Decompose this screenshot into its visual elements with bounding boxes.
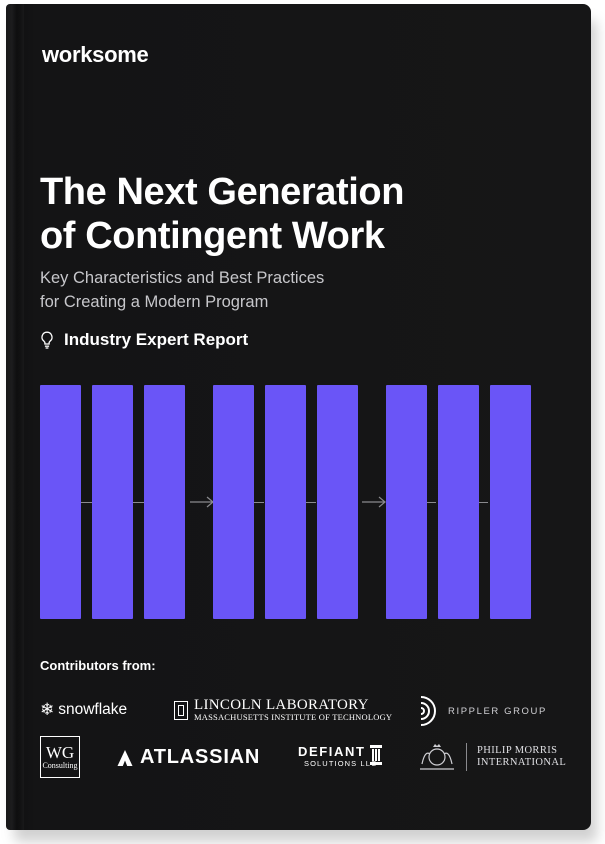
spine — [6, 4, 24, 830]
purple-bar — [317, 385, 358, 619]
report-type-badge: Industry Expert Report — [40, 330, 248, 350]
subtitle: Key Characteristics and Best Practices f… — [40, 266, 324, 314]
defiant-column-icon — [370, 745, 382, 765]
rippler-group-logo: RIPPLER GROUP — [418, 694, 547, 728]
rippler-wordmark: RIPPLER GROUP — [448, 705, 547, 717]
wg-subline: Consulting — [42, 761, 78, 770]
atlassian-wordmark: ATLASSIAN — [140, 746, 261, 768]
progression-graphic — [40, 385, 540, 620]
subtitle-line-2: for Creating a Modern Program — [40, 293, 269, 311]
purple-bar — [490, 385, 531, 619]
contributors-heading: Contributors from: — [40, 658, 156, 673]
subtitle-line-1: Key Characteristics and Best Practices — [40, 269, 325, 287]
report-cover: worksome The Next Generation of Continge… — [6, 4, 591, 830]
connector — [133, 502, 144, 503]
purple-bar — [265, 385, 306, 619]
pmi-divider — [466, 743, 467, 771]
connector — [253, 502, 264, 503]
badge-label: Industry Expert Report — [64, 330, 249, 349]
connector — [477, 502, 488, 503]
page-title: The Next Generation of Contingent Work — [40, 170, 560, 258]
snowflake-wordmark: snowflake — [58, 701, 128, 718]
purple-bar — [92, 385, 133, 619]
snowflake-logo: ❄ snowflake — [40, 700, 127, 720]
defiant-name: DEFIANT — [298, 744, 366, 759]
snowflake-icon: ❄ — [40, 700, 55, 719]
connector — [425, 502, 436, 503]
lincoln-laboratory-logo: LINCOLN LABORATORY MASSACHUSETTS INSTITU… — [174, 698, 392, 722]
pmi-crest-icon — [420, 744, 454, 770]
title-line-2: of Contingent Work — [40, 215, 385, 257]
purple-bar — [213, 385, 254, 619]
atlassian-icon — [117, 749, 133, 766]
connector — [305, 502, 316, 503]
arrow-right-icon — [362, 496, 386, 508]
purple-bar — [40, 385, 81, 619]
pmi-line-1: PHILIP MORRIS — [477, 745, 558, 756]
wg-consulting-logo: WG Consulting — [40, 736, 80, 778]
connector — [81, 502, 92, 503]
purple-bar — [144, 385, 185, 619]
defiant-subline: SOLUTIONS LLC — [304, 759, 378, 768]
title-line-1: The Next Generation — [40, 171, 405, 213]
lightbulb-icon — [41, 331, 53, 349]
purple-bar — [386, 385, 427, 619]
arrow-right-icon — [190, 496, 214, 508]
rippler-waves-icon — [420, 696, 436, 726]
philip-morris-logo: PHILIP MORRIS INTERNATIONAL — [418, 742, 566, 772]
defiant-solutions-logo: DEFIANT SOLUTIONS LLC — [298, 745, 377, 769]
wg-mark: WG — [45, 743, 75, 762]
lincoln-crest-icon — [174, 700, 188, 720]
lincoln-name: LINCOLN LABORATORY — [194, 697, 369, 713]
purple-bar — [438, 385, 479, 619]
pmi-line-2: INTERNATIONAL — [477, 757, 567, 768]
brand-logo: worksome — [42, 42, 149, 67]
lincoln-subline: MASSACHUSETTS INSTITUTE OF TECHNOLOGY — [194, 712, 393, 722]
atlassian-logo: ATLASSIAN — [116, 746, 260, 769]
